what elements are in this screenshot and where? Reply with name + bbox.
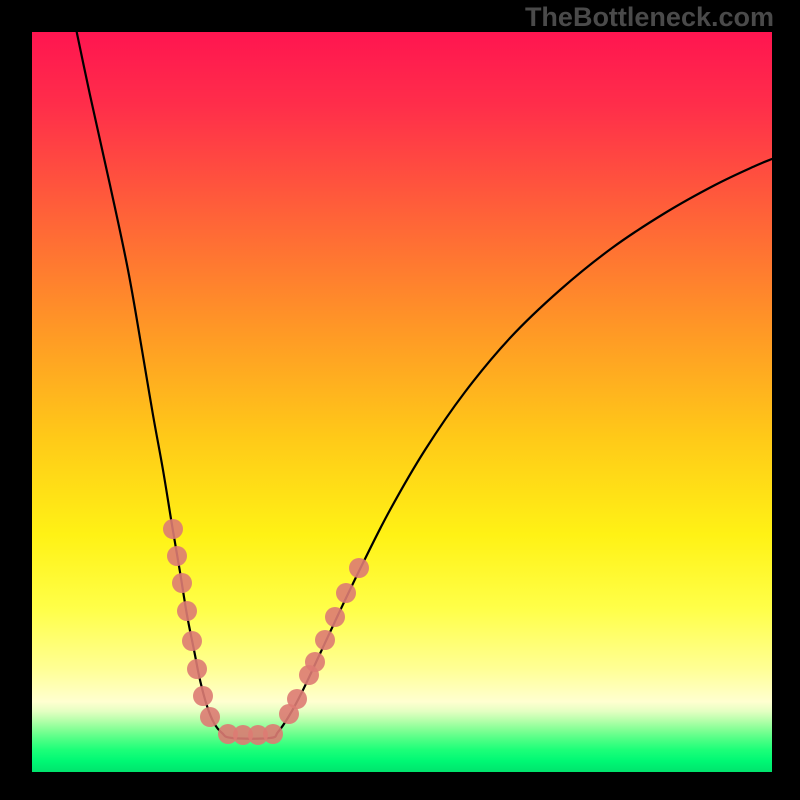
marker-right	[336, 583, 356, 603]
marker-right	[305, 652, 325, 672]
marker-left	[182, 631, 202, 651]
plot-area	[32, 32, 772, 772]
marker-right	[315, 630, 335, 650]
marker-left	[193, 686, 213, 706]
bottleneck-curve	[70, 32, 772, 739]
marker-right	[325, 607, 345, 627]
marker-right	[287, 689, 307, 709]
marker-left	[167, 546, 187, 566]
curve-layer	[32, 32, 772, 772]
watermark-text: TheBottleneck.com	[525, 2, 774, 33]
marker-left	[187, 659, 207, 679]
marker-left	[163, 519, 183, 539]
marker-right	[349, 558, 369, 578]
marker-valley	[263, 724, 283, 744]
chart-container: TheBottleneck.com	[0, 0, 800, 800]
marker-left	[200, 707, 220, 727]
marker-left	[172, 573, 192, 593]
marker-left	[177, 601, 197, 621]
